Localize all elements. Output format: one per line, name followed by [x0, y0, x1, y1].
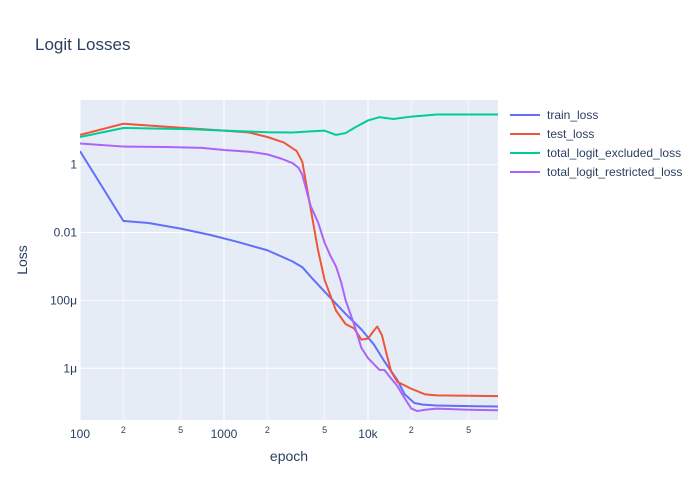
x-tick-label: 100 — [70, 427, 90, 441]
legend-item-test-loss[interactable]: test_loss — [510, 127, 594, 141]
series-line-total-logit-excluded-loss[interactable] — [80, 113, 498, 138]
x-minor-tick-label: 2 — [265, 425, 270, 435]
series-line-total-logit-restricted-loss[interactable] — [80, 142, 498, 413]
grid-lines — [79, 100, 498, 420]
x-minor-tick-label: 5 — [466, 425, 471, 435]
y-tick-label: 1 — [70, 158, 77, 172]
chart-title: Logit Losses — [35, 35, 130, 54]
x-minor-tick-label: 5 — [322, 425, 327, 435]
x-axis-title: epoch — [270, 448, 308, 464]
legend-item-total-logit-excluded-loss[interactable]: total_logit_excluded_loss — [510, 146, 681, 160]
legend-label: total_logit_excluded_loss — [547, 146, 681, 160]
x-minor-tick-label: 2 — [409, 425, 414, 435]
y-axis-title: Loss — [14, 245, 30, 275]
legend: train_loss test_loss total_logit_excluded_… — [510, 108, 682, 179]
y-tick-label: 0.01 — [54, 226, 78, 240]
legend-label: train_loss — [547, 108, 598, 122]
x-tick-label: 1000 — [211, 427, 238, 441]
tick-labels: 100 1000 10k 2 5 2 5 2 5 1 0.01 100μ 1μ — [50, 158, 471, 441]
legend-item-train-loss[interactable]: train_loss — [510, 108, 598, 122]
legend-item-total-logit-restricted-loss[interactable]: total_logit_restricted_loss — [510, 165, 682, 179]
legend-label: test_loss — [547, 127, 594, 141]
y-tick-label: 100μ — [50, 293, 77, 307]
x-tick-label: 10k — [358, 427, 378, 441]
x-minor-tick-label: 2 — [121, 425, 126, 435]
series-line-test-loss[interactable] — [80, 122, 498, 398]
series-line-train-loss[interactable] — [80, 150, 498, 408]
x-minor-tick-label: 5 — [178, 425, 183, 435]
y-tick-label: 1μ — [63, 361, 77, 375]
legend-label: total_logit_restricted_loss — [547, 165, 682, 179]
series-lines — [80, 113, 498, 413]
